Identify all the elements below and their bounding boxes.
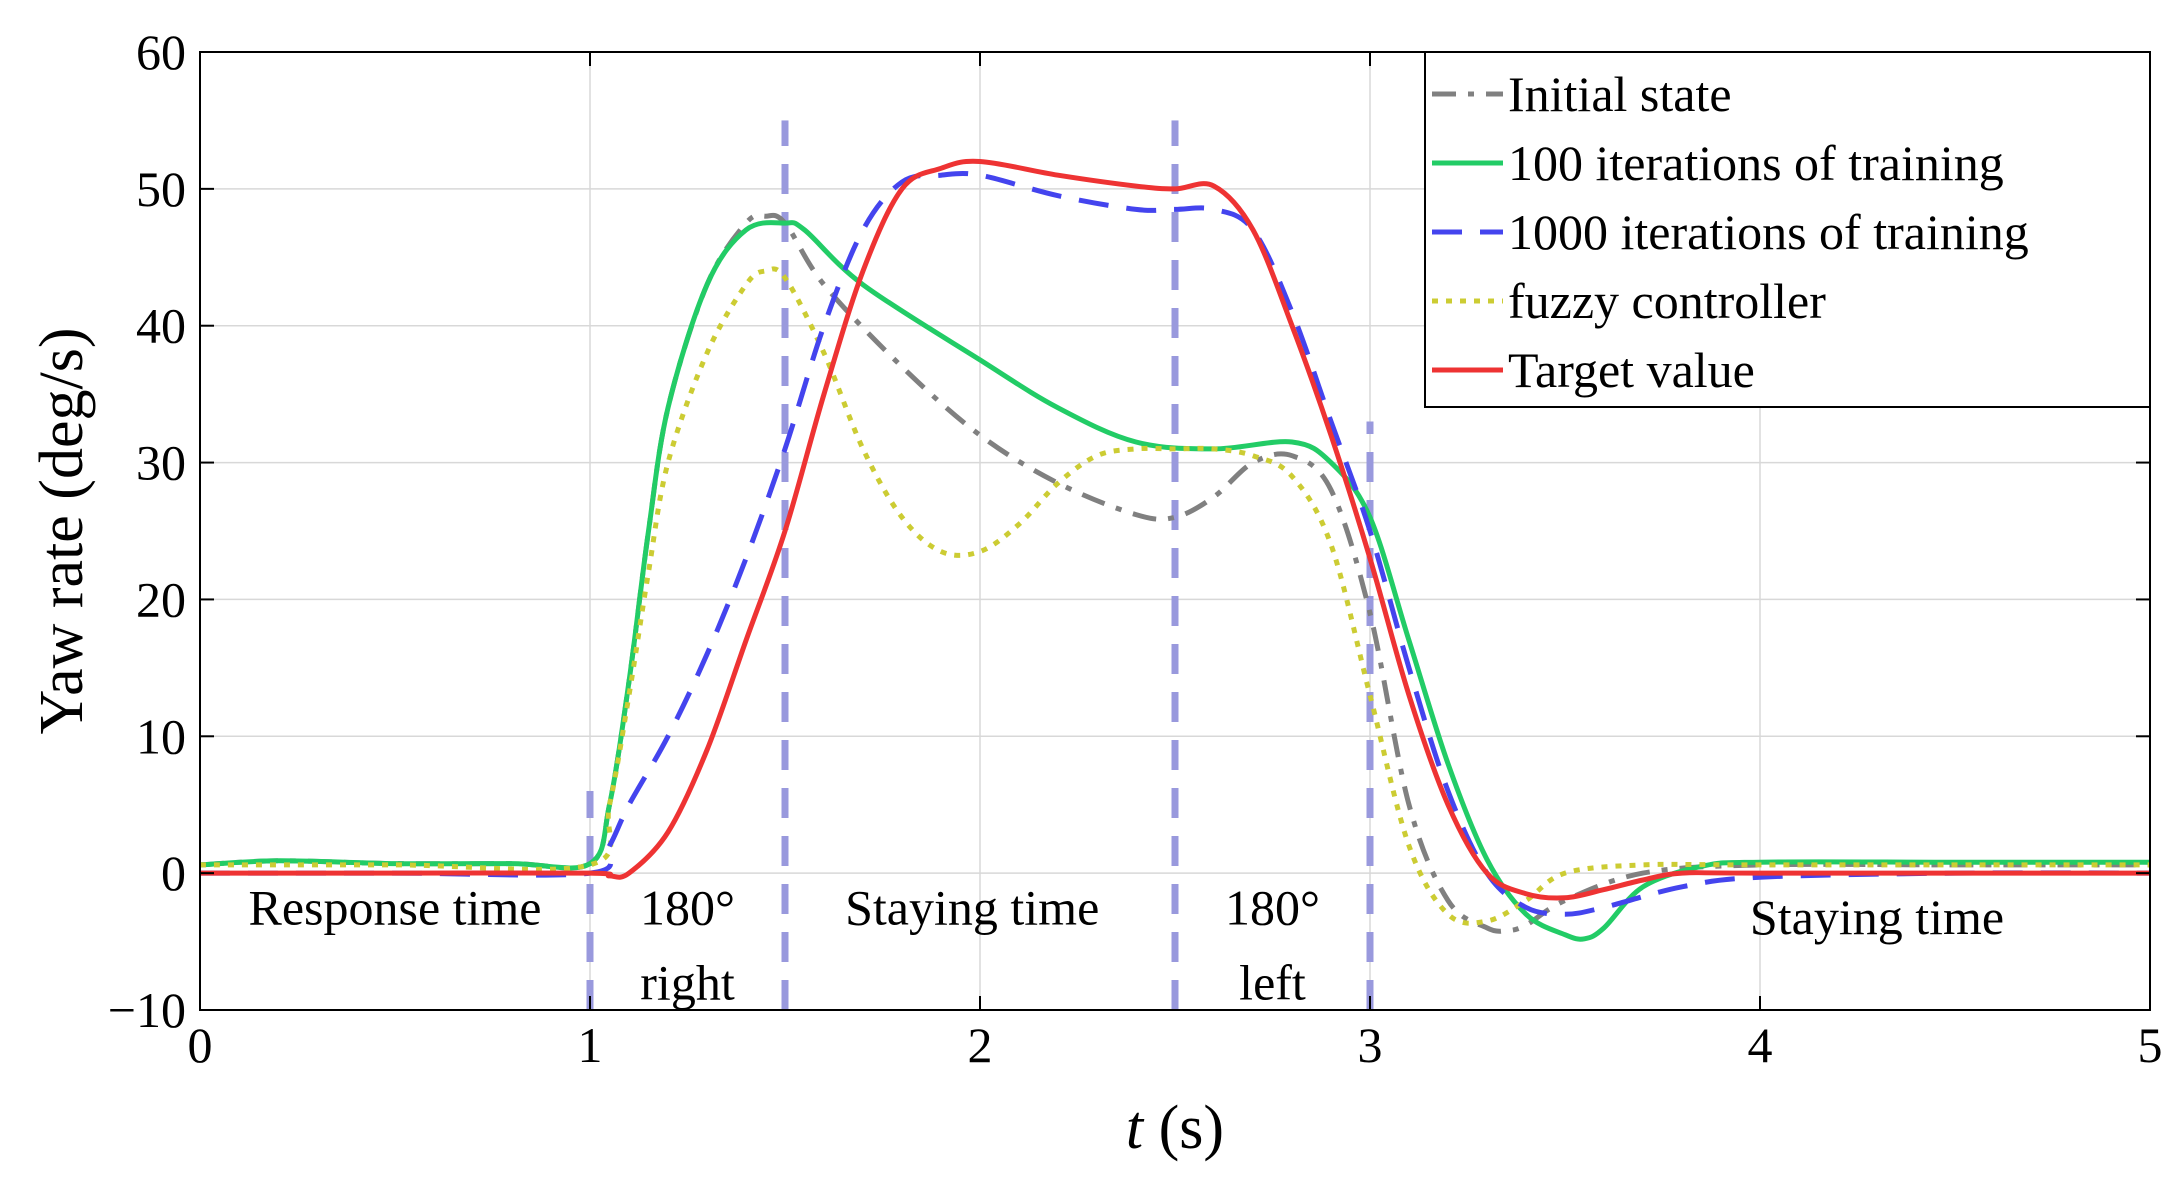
legend-label: 1000 iterations of training xyxy=(1508,204,2029,260)
legend-label: fuzzy controller xyxy=(1508,273,1826,329)
annotation-label: 180° xyxy=(1225,879,1320,935)
y-tick-label: 50 xyxy=(136,161,186,217)
legend-label: Initial state xyxy=(1508,66,1732,122)
x-tick-label: 4 xyxy=(1748,1017,1773,1073)
legend-label: Target value xyxy=(1508,342,1755,398)
annotation-label: Response time xyxy=(248,879,541,935)
x-axis-title-unit: (s) xyxy=(1143,1094,1224,1162)
annotations: Response time 180° right Staying time 180° le… xyxy=(248,879,2004,1010)
annotation-label: left xyxy=(1239,955,1306,1011)
x-tick-label: 2 xyxy=(968,1017,993,1073)
legend-box xyxy=(1424,51,2151,408)
annotation-label: Staying time xyxy=(845,879,1099,935)
x-tick-label: 5 xyxy=(2138,1017,2163,1073)
annotation-label: 180° xyxy=(640,879,735,935)
legend-label: 100 iterations of training xyxy=(1508,135,2004,191)
series-lines xyxy=(199,158,2151,942)
x-axis-title: t (s) xyxy=(1126,1094,1224,1162)
y-axis-title: Yaw rate (deg/s) xyxy=(28,328,96,735)
x-tick-label: 1 xyxy=(578,1017,603,1073)
plot-frame xyxy=(199,51,2151,1011)
y-tick-label: −10 xyxy=(108,982,186,1038)
annotation-label: Staying time xyxy=(1750,889,2004,945)
y-tick-label: 60 xyxy=(136,24,186,80)
y-tick-label: 40 xyxy=(136,298,186,354)
series-line-1000-iterations-of-training xyxy=(199,170,2151,917)
y-tick-label: 20 xyxy=(136,571,186,627)
x-tick-label: 3 xyxy=(1358,1017,1383,1073)
annotation-label: right xyxy=(640,955,735,1011)
x-axis-title-italic: t xyxy=(1126,1094,1145,1162)
series-line-target-value xyxy=(199,158,2150,901)
y-tick-label: 0 xyxy=(161,845,186,901)
x-tick-label: 0 xyxy=(188,1017,213,1073)
legend: Initial state 100 iterations of training 1… xyxy=(1424,51,2151,408)
y-tick-label: 10 xyxy=(136,708,186,764)
y-tick-label: 30 xyxy=(136,435,186,491)
